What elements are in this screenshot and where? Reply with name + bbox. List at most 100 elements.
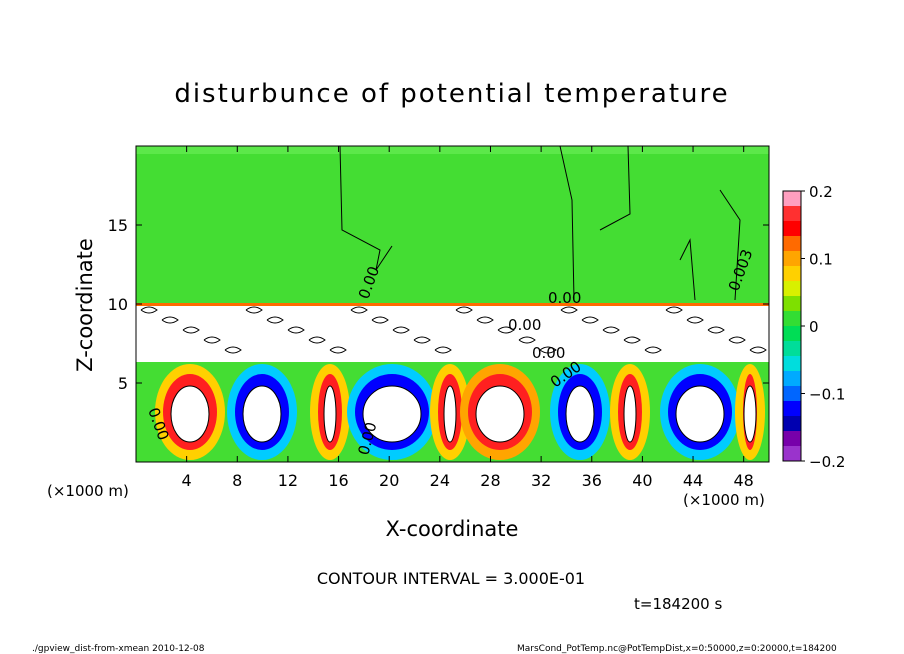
colorbar-swatch: [783, 281, 801, 297]
contour-line: [518, 336, 536, 344]
plot-area: [136, 146, 769, 462]
contour-line: [565, 385, 595, 443]
contour-line: [182, 326, 200, 334]
x-tick-label: 20: [379, 471, 399, 490]
contour-line: [475, 385, 525, 443]
x-tick-label: 16: [328, 471, 348, 490]
inversion-line: [136, 303, 769, 306]
x-tick-label: 32: [531, 471, 551, 490]
colorbar-swatch: [783, 341, 801, 357]
anomaly-core: [744, 386, 756, 442]
colorbar-swatch: [783, 326, 801, 342]
anomaly-core: [363, 386, 421, 442]
contour-line: [443, 385, 457, 443]
y-tick-label: 15: [108, 216, 128, 235]
footer-right: MarsCond_PotTemp.nc@PotTempDist,x=0:5000…: [517, 644, 837, 654]
contour-line: [539, 346, 557, 354]
colorbar-tick-label: −0.1: [809, 386, 845, 404]
contour-line: [476, 316, 494, 324]
colorbar-swatch: [783, 191, 801, 207]
contour-line: [287, 326, 305, 334]
x-axis-label: X-coordinate: [386, 517, 519, 541]
contour-line: [245, 306, 263, 314]
contour-line: [497, 326, 515, 334]
contour-label: 0.00: [508, 316, 541, 334]
colorbar-tick-label: 0.2: [809, 183, 833, 201]
contour-line: [644, 346, 662, 354]
colorbar-swatch: [783, 311, 801, 327]
x-unit-right: (×1000 m): [683, 491, 765, 509]
contour-line: [599, 146, 631, 231]
x-tick-label: 12: [278, 471, 298, 490]
contour-line: [161, 316, 179, 324]
contour-line: [308, 336, 326, 344]
x-tick-label: 44: [683, 471, 703, 490]
contour-line: [686, 316, 704, 324]
contour-line: [371, 316, 389, 324]
contour-line: [675, 385, 725, 443]
contour-line: [743, 385, 757, 443]
x-tick-label: 36: [582, 471, 602, 490]
colorbar-tick-label: 0.1: [809, 251, 833, 269]
contour-line: [581, 316, 599, 324]
colorbar-swatch: [783, 446, 801, 462]
anomaly-core: [476, 386, 524, 442]
lower-anomalies: [136, 362, 769, 462]
contour-line: [242, 385, 282, 443]
contour-line: [350, 306, 368, 314]
x-tick-label: 24: [430, 471, 450, 490]
contour-line: [602, 326, 620, 334]
colorbar-swatch: [783, 266, 801, 282]
contour-line: [623, 336, 641, 344]
colorbar-swatch: [783, 356, 801, 372]
colorbar-tick-label: 0: [809, 318, 819, 336]
colorbar-tick-label: −0.2: [809, 453, 845, 471]
contour-lines: [140, 146, 767, 443]
contour-line: [719, 189, 741, 301]
contour-line: [323, 385, 337, 443]
colorbar: [782, 190, 802, 462]
colorbar-swatch: [783, 251, 801, 267]
colorbar-swatch: [783, 401, 801, 417]
contour-line: [362, 385, 422, 443]
contour-line: [679, 238, 696, 301]
colorbar-swatch: [783, 431, 801, 447]
colorbar-swatch: [783, 236, 801, 252]
contour-interval: CONTOUR INTERVAL = 3.000E-01: [317, 569, 585, 588]
y-tick-label: 5: [118, 374, 128, 393]
contour-line: [559, 146, 575, 301]
colorbar-swatch: [783, 206, 801, 222]
x-tick-label: 8: [232, 471, 242, 490]
y-tick-label: 10: [108, 295, 128, 314]
contour-line: [455, 306, 473, 314]
contour-label: 0.00: [548, 289, 581, 307]
anomaly-core: [171, 386, 209, 442]
x-axis: 4 8 12 16 20 24 28 32 36 40 44 48: [182, 146, 754, 490]
chart-title: disturbunce of potential temperature: [174, 79, 729, 109]
x-tick-label: 28: [480, 471, 500, 490]
colorbar-ticks: 0.2 0.1 0 −0.1 −0.2: [801, 183, 845, 471]
anomaly-core: [324, 386, 336, 442]
contour-line: [560, 306, 578, 314]
anomaly-core: [566, 386, 594, 442]
contour-line: [749, 346, 767, 354]
contour-line: [728, 336, 746, 344]
contour-line: [707, 326, 725, 334]
upper-top-band: [136, 146, 769, 154]
contour-line: [329, 346, 347, 354]
contour-line: [413, 336, 431, 344]
contour-label: 0.00: [532, 344, 565, 362]
anomaly-core: [624, 386, 636, 442]
time-stamp: t=184200 s: [634, 595, 722, 613]
contour-line: [203, 336, 221, 344]
x-tick-label: 48: [734, 471, 754, 490]
contour-line: [339, 146, 393, 271]
contour-line: [665, 306, 683, 314]
colorbar-swatch: [783, 371, 801, 387]
footer-left: ./gpview_dist-from-xmean 2010-12-08: [32, 644, 205, 654]
upper-field: [136, 146, 769, 305]
contour-line: [434, 346, 452, 354]
colorbar-swatch: [783, 296, 801, 312]
colorbar-swatch: [783, 221, 801, 237]
